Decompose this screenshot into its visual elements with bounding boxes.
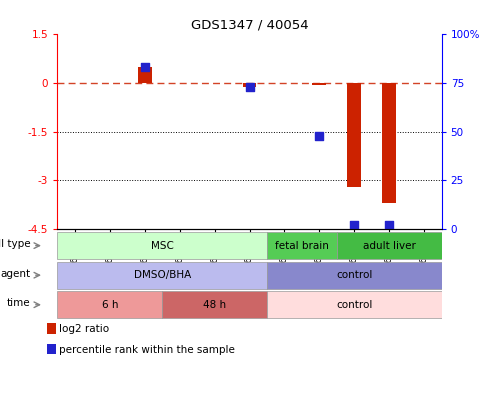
Bar — [57, 291, 162, 318]
Text: percentile rank within the sample: percentile rank within the sample — [59, 345, 235, 355]
Bar — [267, 232, 337, 259]
Bar — [47, 323, 55, 334]
Text: agent: agent — [0, 269, 30, 279]
Bar — [162, 291, 267, 318]
Bar — [243, 83, 256, 87]
Bar — [267, 262, 442, 289]
Text: adult liver: adult liver — [363, 241, 416, 251]
Text: DMSO/BHA: DMSO/BHA — [134, 270, 191, 280]
Bar — [312, 83, 326, 85]
Title: GDS1347 / 40054: GDS1347 / 40054 — [191, 19, 308, 32]
Bar — [57, 232, 267, 259]
Point — [246, 84, 253, 90]
Text: fetal brain: fetal brain — [275, 241, 329, 251]
Bar — [138, 67, 152, 83]
Text: control: control — [336, 300, 372, 310]
Text: time: time — [6, 298, 30, 308]
Bar — [382, 83, 396, 203]
Bar — [57, 262, 267, 289]
Point — [315, 132, 323, 139]
Text: cell type: cell type — [0, 239, 30, 249]
Text: 6 h: 6 h — [101, 300, 118, 310]
Point — [385, 222, 393, 228]
Bar — [47, 344, 55, 354]
Text: log2 ratio: log2 ratio — [59, 324, 109, 334]
Text: 48 h: 48 h — [203, 300, 226, 310]
Text: control: control — [336, 270, 372, 280]
Point — [141, 64, 149, 71]
Bar — [337, 232, 442, 259]
Bar — [267, 291, 442, 318]
Bar — [347, 83, 361, 187]
Text: MSC: MSC — [151, 241, 174, 251]
Point — [350, 222, 358, 228]
